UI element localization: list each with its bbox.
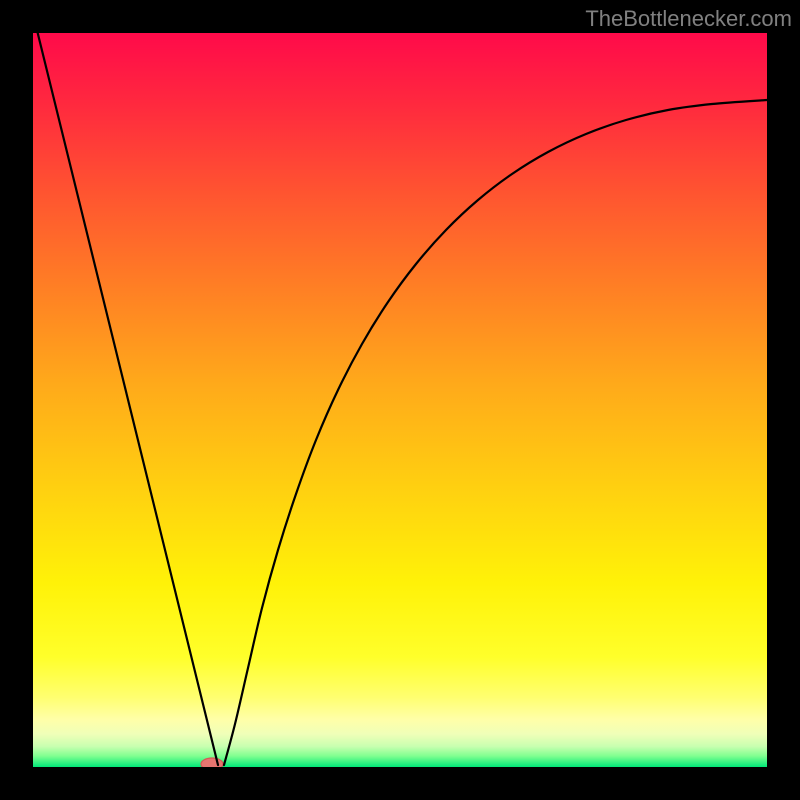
curve-right-branch	[224, 100, 767, 765]
watermark-text: TheBottlenecker.com	[585, 6, 792, 32]
chart-frame: TheBottlenecker.com	[0, 0, 800, 800]
chart-svg	[0, 0, 800, 800]
curve-left-branch	[33, 14, 218, 765]
bottleneck-marker	[201, 758, 223, 770]
